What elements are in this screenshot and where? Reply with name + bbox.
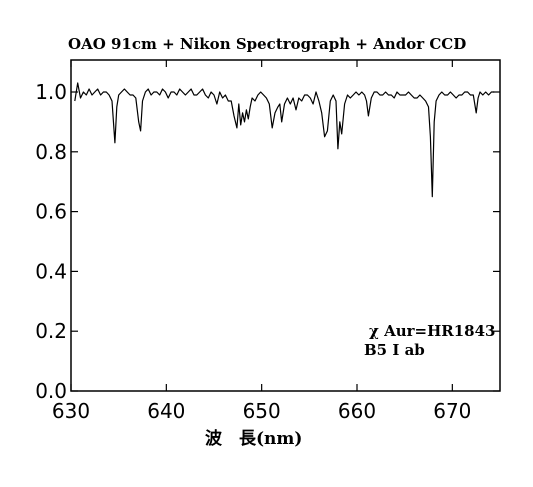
star-name-annotation: χ Aur=HR1843 [369, 322, 496, 340]
x-tick-label: 650 [243, 399, 281, 423]
y-tick-label: 0.8 [35, 140, 67, 164]
x-tick-label: 670 [433, 399, 471, 423]
x-tick-label: 660 [338, 399, 376, 423]
x-axis-label: 波 長(nm) [205, 428, 302, 449]
y-tick-label: 1.0 [35, 80, 67, 104]
spectrum-line [74, 82, 495, 198]
y-tick-label: 0.6 [35, 200, 67, 224]
x-tick-label: 630 [52, 399, 90, 423]
chart-title: OAO 91cm + Nikon Spectrograph + Andor CC… [68, 35, 466, 53]
x-axis: 630 640 650 660 670 [52, 60, 471, 423]
spectral-type-annotation: B5 Ⅰ ab [364, 341, 425, 359]
y-tick-label: 0.2 [35, 319, 67, 343]
y-tick-label: 0.0 [35, 379, 67, 403]
y-axis: 0.0 0.2 0.4 0.6 0.8 1.0 [35, 80, 500, 403]
y-tick-label: 0.4 [35, 259, 67, 283]
x-tick-label: 640 [147, 399, 185, 423]
plot-frame [70, 59, 501, 392]
